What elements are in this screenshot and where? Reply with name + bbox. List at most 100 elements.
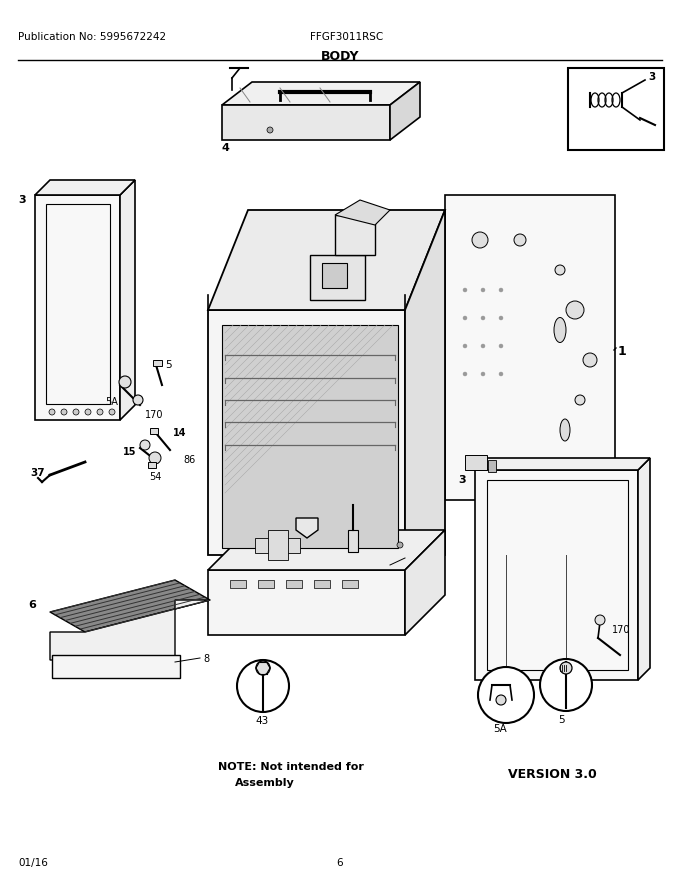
Bar — [148, 462, 156, 468]
Circle shape — [140, 440, 150, 450]
Polygon shape — [335, 215, 375, 255]
Circle shape — [583, 353, 597, 367]
Polygon shape — [222, 325, 398, 548]
Text: 5: 5 — [558, 715, 564, 725]
Text: 32: 32 — [395, 95, 410, 105]
Text: 37: 37 — [30, 468, 45, 478]
Text: NOTE: Not intended for: NOTE: Not intended for — [218, 762, 364, 772]
Circle shape — [97, 409, 103, 415]
Text: 54: 54 — [149, 472, 161, 482]
Circle shape — [481, 372, 485, 376]
Text: 5A: 5A — [493, 724, 507, 734]
Text: 170: 170 — [612, 625, 630, 635]
Circle shape — [499, 288, 503, 292]
Polygon shape — [208, 570, 405, 635]
Circle shape — [119, 376, 131, 388]
Bar — [230, 580, 246, 588]
Bar — [268, 530, 288, 560]
Circle shape — [478, 667, 534, 723]
Circle shape — [85, 409, 91, 415]
Text: 1: 1 — [618, 345, 627, 358]
Bar — [465, 455, 487, 470]
Text: 4: 4 — [222, 143, 230, 153]
Polygon shape — [208, 530, 445, 570]
Polygon shape — [50, 580, 210, 632]
Polygon shape — [335, 200, 390, 225]
Circle shape — [540, 659, 592, 711]
Text: BODY: BODY — [321, 50, 359, 63]
Circle shape — [463, 344, 467, 348]
Polygon shape — [310, 255, 365, 300]
Circle shape — [481, 344, 485, 348]
Text: 38: 38 — [368, 268, 382, 278]
Bar — [258, 580, 274, 588]
Circle shape — [463, 372, 467, 376]
Text: FFGF3011RSC: FFGF3011RSC — [310, 32, 384, 42]
Text: 93: 93 — [300, 543, 312, 553]
Circle shape — [149, 452, 161, 464]
Polygon shape — [405, 530, 445, 635]
Polygon shape — [475, 470, 638, 680]
Circle shape — [267, 127, 273, 133]
Text: 3: 3 — [458, 475, 466, 485]
Circle shape — [595, 615, 605, 625]
Polygon shape — [52, 655, 180, 678]
Text: 58A: 58A — [348, 480, 367, 490]
Bar — [322, 263, 347, 288]
Bar — [46, 204, 110, 404]
Bar — [314, 580, 330, 588]
Text: 6: 6 — [337, 858, 343, 868]
Polygon shape — [475, 458, 650, 470]
Circle shape — [555, 265, 565, 275]
Circle shape — [49, 409, 55, 415]
Circle shape — [109, 409, 115, 415]
Polygon shape — [120, 180, 135, 420]
Polygon shape — [296, 518, 318, 538]
Bar — [255, 538, 300, 553]
Ellipse shape — [560, 419, 570, 441]
Polygon shape — [208, 210, 445, 310]
Text: 170: 170 — [145, 410, 163, 420]
Polygon shape — [222, 105, 390, 140]
Bar — [150, 428, 158, 434]
Text: 58B: 58B — [374, 480, 393, 490]
Polygon shape — [208, 310, 405, 555]
Bar — [342, 580, 358, 588]
Circle shape — [133, 395, 143, 405]
Circle shape — [61, 409, 67, 415]
Text: 14: 14 — [173, 428, 186, 438]
Circle shape — [499, 316, 503, 320]
Bar — [286, 580, 302, 588]
Circle shape — [463, 288, 467, 292]
Bar — [487, 480, 628, 670]
Circle shape — [499, 344, 503, 348]
Circle shape — [256, 661, 270, 675]
Polygon shape — [35, 180, 135, 195]
Circle shape — [496, 695, 506, 705]
Text: 8: 8 — [203, 654, 209, 664]
Circle shape — [472, 232, 488, 248]
Polygon shape — [50, 600, 210, 660]
Text: 3: 3 — [648, 72, 656, 82]
Circle shape — [560, 662, 572, 674]
Circle shape — [397, 542, 403, 548]
Polygon shape — [638, 458, 650, 680]
Bar — [568, 68, 664, 150]
Text: 86: 86 — [183, 455, 195, 465]
Text: 43: 43 — [255, 716, 268, 726]
Text: 5: 5 — [165, 360, 171, 370]
Circle shape — [237, 660, 289, 712]
Polygon shape — [222, 82, 420, 105]
Text: 5A: 5A — [105, 397, 118, 407]
Text: 3: 3 — [18, 195, 26, 205]
Bar — [153, 360, 162, 366]
Circle shape — [73, 409, 79, 415]
Bar — [488, 460, 496, 472]
Circle shape — [463, 316, 467, 320]
Circle shape — [481, 288, 485, 292]
Circle shape — [481, 316, 485, 320]
Text: Assembly: Assembly — [235, 778, 294, 788]
Circle shape — [566, 301, 584, 319]
Polygon shape — [405, 210, 445, 555]
Ellipse shape — [554, 318, 566, 342]
